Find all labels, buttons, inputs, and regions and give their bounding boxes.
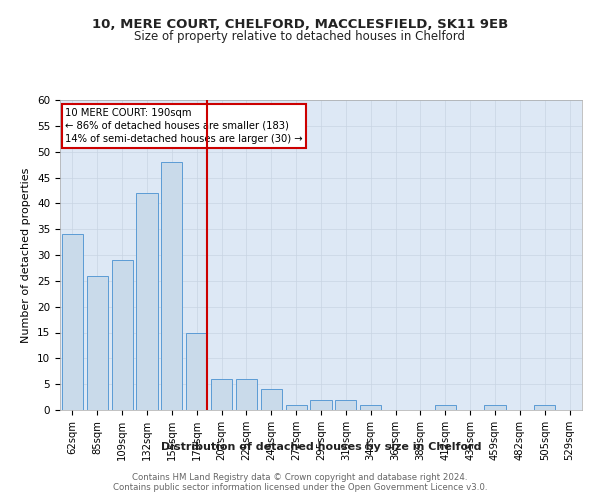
Bar [310, 400, 332, 410]
Bar [286, 405, 307, 410]
Bar [360, 405, 381, 410]
Bar [335, 400, 356, 410]
Bar [236, 379, 257, 410]
Bar [186, 332, 207, 410]
Text: Contains HM Land Registry data © Crown copyright and database right 2024.: Contains HM Land Registry data © Crown c… [132, 472, 468, 482]
Bar [87, 276, 108, 410]
Bar [112, 260, 133, 410]
Bar [211, 379, 232, 410]
Bar [62, 234, 83, 410]
Bar [161, 162, 182, 410]
Bar [435, 405, 456, 410]
Text: 10 MERE COURT: 190sqm
← 86% of detached houses are smaller (183)
14% of semi-det: 10 MERE COURT: 190sqm ← 86% of detached … [65, 108, 303, 144]
Bar [534, 405, 555, 410]
Bar [484, 405, 506, 410]
Bar [136, 193, 158, 410]
Bar [261, 390, 282, 410]
Y-axis label: Number of detached properties: Number of detached properties [22, 168, 31, 342]
Text: 10, MERE COURT, CHELFORD, MACCLESFIELD, SK11 9EB: 10, MERE COURT, CHELFORD, MACCLESFIELD, … [92, 18, 508, 30]
Text: Distribution of detached houses by size in Chelford: Distribution of detached houses by size … [161, 442, 481, 452]
Text: Size of property relative to detached houses in Chelford: Size of property relative to detached ho… [134, 30, 466, 43]
Text: Contains public sector information licensed under the Open Government Licence v3: Contains public sector information licen… [113, 484, 487, 492]
